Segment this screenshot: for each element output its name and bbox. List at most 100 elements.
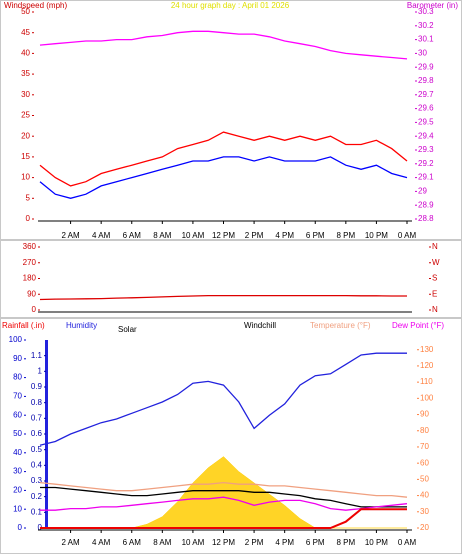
y2-tick-label: 29.6	[418, 104, 434, 113]
x-tick-label: 10 AM	[182, 231, 205, 240]
series-line	[39, 131, 408, 187]
y3-tick-label: 0.3	[31, 476, 43, 485]
y-tick-label: 20	[21, 131, 30, 140]
y-tick-label: 270	[23, 258, 37, 267]
legend-label: Solar	[118, 325, 137, 334]
y-tick-label: 5	[26, 193, 31, 202]
y2-tick-label: 29.3	[418, 145, 434, 154]
y-tick-label: 180	[23, 274, 37, 283]
legend-label: Temperature (°F)	[310, 321, 371, 330]
y-tick-label: 360	[23, 242, 37, 251]
y-tick-label: 70	[13, 392, 22, 401]
x-tick-label: 8 AM	[153, 231, 172, 240]
chart-title: 24 hour graph day : April 01 2026	[171, 1, 290, 10]
y-tick-label: 35	[21, 69, 30, 78]
y2-tick-label: 29.1	[418, 173, 434, 182]
y2-tick-label: 29.4	[418, 131, 434, 140]
y-tick-label: 30	[21, 90, 30, 99]
y-tick-label: 50	[21, 7, 30, 16]
x-tick-label: 6 PM	[306, 538, 325, 547]
x-tick-label: 2 PM	[245, 231, 264, 240]
x-tick-label: 6 AM	[123, 231, 142, 240]
x-tick-label: 4 PM	[275, 231, 294, 240]
y-tick-label: 15	[21, 152, 30, 161]
y2-tick-label: 29.9	[418, 62, 434, 71]
x-tick-label: 6 AM	[123, 538, 142, 547]
y2-tick-label: 29.5	[418, 118, 434, 127]
y2-tick-label: 29	[418, 187, 427, 196]
y2-tick-label: 40	[420, 491, 429, 500]
wind-panel	[0, 0, 462, 240]
y-tick-label: 45	[21, 28, 30, 37]
y2-tick-label: 110	[420, 377, 433, 386]
humidity-axis-bar	[45, 340, 48, 528]
x-tick-label: 2 AM	[61, 231, 80, 240]
y2-tick-label: 30.1	[418, 35, 434, 44]
x-tick-label: 2 PM	[245, 538, 264, 547]
x-tick-label: 6 PM	[306, 231, 325, 240]
series-line	[40, 486, 407, 508]
legend-label: Windchill	[244, 321, 276, 330]
x-tick-label: 8 PM	[336, 231, 355, 240]
x-tick-label: 12 PM	[212, 538, 235, 547]
y-tick-label: 40	[21, 49, 30, 58]
y3-tick-label: 0.9	[31, 382, 43, 391]
series-line	[39, 352, 407, 446]
y2-tick-label: 60	[420, 458, 429, 467]
y2-tick-label: 29.8	[418, 76, 434, 85]
y2-tick-label: 120	[420, 361, 434, 370]
y-tick-label: 10	[21, 173, 30, 182]
y-tick-label: 90	[13, 354, 22, 363]
y2-tick-label: 130	[420, 345, 434, 354]
y2-tick-label: N	[432, 305, 438, 314]
y2-tick-label: 50	[420, 474, 429, 483]
x-tick-label: 4 AM	[92, 231, 111, 240]
series-line	[40, 496, 408, 511]
x-tick-label: 0 AM	[398, 538, 417, 547]
y-tick-label: 100	[9, 335, 23, 344]
x-tick-label: 10 PM	[365, 538, 388, 547]
y2-tick-label: 28.9	[418, 200, 434, 209]
x-tick-label: 10 AM	[182, 538, 205, 547]
series-line	[39, 30, 408, 60]
y3-tick-label: 0.8	[31, 398, 43, 407]
y-tick-label: 10	[13, 504, 22, 513]
y2-tick-label: 30.3	[418, 7, 434, 16]
y3-tick-label: 1	[38, 366, 43, 375]
y2-tick-label: S	[432, 274, 437, 283]
y2-tick-label: 28.8	[418, 214, 434, 223]
y-tick-label: 60	[13, 410, 22, 419]
y-tick-label: 25	[21, 111, 30, 120]
y2-tick-label: W	[432, 258, 440, 267]
y2-tick-label: 30	[420, 507, 429, 516]
y-tick-label: 40	[13, 448, 22, 457]
legend-label: Humidity	[66, 321, 97, 330]
y-tick-label: 90	[27, 289, 36, 298]
x-tick-label: 12 PM	[212, 231, 235, 240]
series-line	[39, 156, 408, 199]
y2-tick-label: 30	[418, 49, 427, 58]
y3-tick-label: 0.5	[31, 445, 43, 454]
legend-label: Dew Point (°F)	[392, 321, 444, 330]
direction-panel	[0, 240, 462, 318]
y3-tick-label: 0.4	[31, 460, 43, 469]
y2-axis-label: Barometer (in)	[407, 1, 458, 10]
y3-tick-label: 1.1	[31, 351, 43, 360]
legend-label: Rainfall (.in)	[2, 321, 45, 330]
y3-tick-label: 0.2	[31, 492, 43, 501]
y2-tick-label: 29.7	[418, 90, 434, 99]
y-tick-label: 0	[32, 305, 37, 314]
y-axis-label: Windspeed (mph)	[4, 1, 67, 10]
y-tick-label: 30	[13, 467, 22, 476]
y3-tick-label: 0.7	[31, 413, 43, 422]
y3-tick-label: 0.1	[31, 507, 43, 516]
y2-tick-label: 90	[420, 410, 429, 419]
y-tick-label: 0	[18, 523, 23, 532]
y2-tick-label: 80	[420, 426, 429, 435]
y-tick-label: 20	[13, 486, 22, 495]
x-tick-label: 8 PM	[336, 538, 355, 547]
y2-tick-label: 100	[420, 393, 434, 402]
x-tick-label: 8 AM	[153, 538, 172, 547]
series-line	[39, 294, 407, 301]
